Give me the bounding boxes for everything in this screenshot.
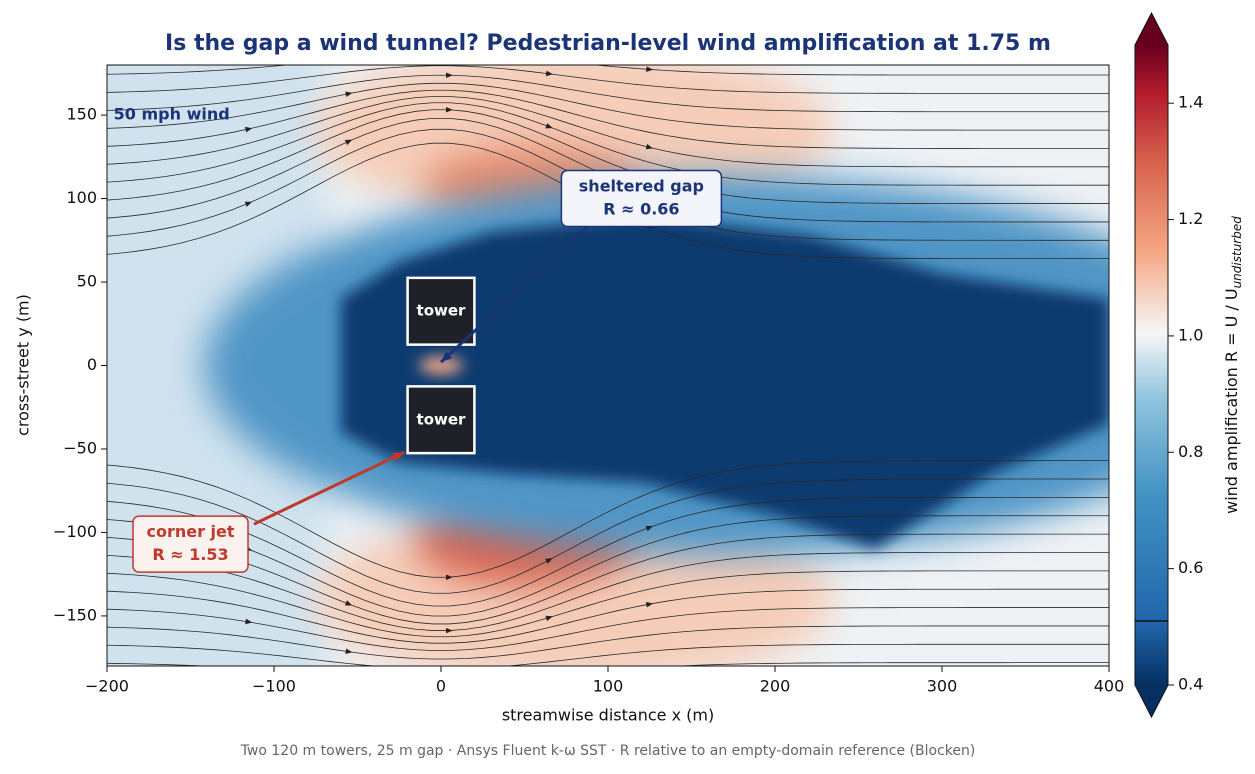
colorbar-tick-label: 0.6: [1178, 558, 1203, 577]
streamline: [107, 552, 1109, 631]
x-tick-label: −100: [252, 677, 296, 696]
annotation-arrow: [439, 214, 601, 364]
colorbar: [1135, 45, 1168, 685]
x-tick-label: 400: [1094, 677, 1125, 696]
streamline: [107, 460, 1109, 578]
colorbar-tick-label: 1.2: [1178, 209, 1203, 228]
streamline: [107, 102, 1109, 186]
annotation-text: sheltered gap: [579, 177, 704, 196]
x-tick-label: 200: [760, 677, 791, 696]
streamline: [107, 643, 1109, 666]
colorbar-label: wind amplification R = U / Uundisturbed: [1222, 216, 1244, 514]
streamline: [107, 588, 1109, 644]
streamline: [107, 96, 1109, 168]
x-axis-label: streamwise distance x (m): [502, 706, 714, 725]
y-tick-label: 50: [77, 272, 97, 291]
streamline: [107, 496, 1109, 607]
y-tick-label: −150: [53, 605, 97, 624]
y-tick-label: 0: [87, 355, 97, 374]
annotation-text: R ≈ 0.66: [603, 200, 679, 219]
colorbar-tick-label: 0.4: [1178, 675, 1203, 694]
streamline: [107, 65, 1109, 94]
annotation-box: [560, 169, 723, 228]
streamline: [107, 662, 1109, 666]
chart-title: Is the gap a wind tunnel? Pedestrian-lev…: [165, 31, 1051, 56]
streamline: [107, 625, 1109, 660]
annotation-arrowhead: [392, 452, 405, 462]
colorbar-extend: [1135, 685, 1168, 717]
colorbar-label-sub: undisturbed: [1230, 216, 1244, 289]
stream-arrow: [533, 675, 550, 676]
x-tick-label: 100: [593, 677, 624, 696]
colorbar-tick-label: 1.0: [1178, 325, 1203, 344]
streamline: [107, 607, 1109, 651]
annotation-text: R ≈ 1.53: [152, 545, 228, 564]
streamline: [107, 570, 1109, 638]
tower: [406, 276, 476, 346]
colorbar-tick-label: 0.8: [1178, 442, 1203, 461]
colorbar-label-main: wind amplification R = U / U: [1222, 288, 1241, 513]
footnote: Two 120 m towers, 25 m gap · Ansys Fluen…: [240, 743, 976, 759]
tower-label: tower: [417, 302, 467, 320]
streamline: [107, 89, 1109, 149]
x-tick-label: −200: [85, 677, 129, 696]
tower-label: tower: [417, 410, 467, 428]
annotation-box: [132, 515, 249, 573]
annotation-text: corner jet: [146, 522, 234, 541]
streamline: [107, 74, 1109, 113]
annotation-arrowhead: [441, 351, 453, 363]
y-axis-label: cross-street y (m): [14, 294, 33, 436]
field-blob: [419, 356, 463, 375]
colorbar-extend: [1135, 13, 1168, 45]
annotation-text: 50 mph wind: [114, 105, 230, 124]
streamline: [107, 65, 1109, 76]
tower: [406, 385, 476, 455]
overlay: tower tower −200 −100 0 100 200 300 400 −150 −100 −…: [53, 11, 1244, 719]
streamline: [107, 533, 1109, 625]
x-tick-label: 300: [927, 677, 958, 696]
annotation-arrow: [253, 450, 405, 526]
streamline: [107, 109, 1109, 204]
y-tick-label: −50: [63, 438, 97, 457]
streamline: [107, 478, 1109, 594]
y-tick-label: −100: [53, 522, 97, 541]
y-tick-label: 100: [66, 188, 97, 207]
colorbar-tick-label: 1.4: [1178, 93, 1203, 112]
streamline: [107, 82, 1109, 131]
x-tick-label: 0: [436, 677, 446, 696]
streamline: [107, 515, 1109, 617]
y-tick-label: 150: [66, 105, 97, 124]
field-wake: [340, 215, 1109, 550]
field: [107, 65, 1109, 676]
